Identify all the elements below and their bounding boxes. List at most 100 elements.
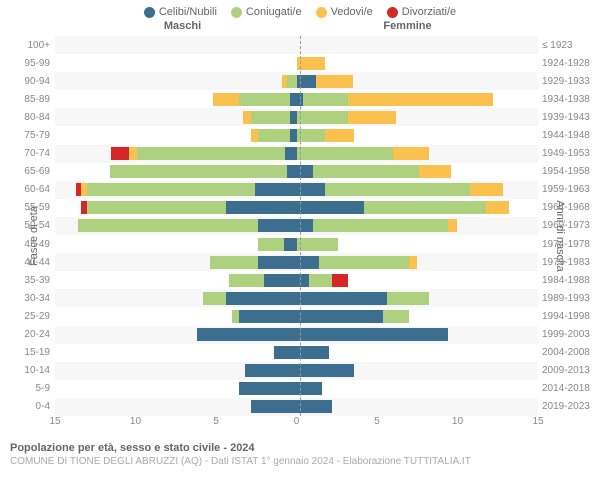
birth-label: 2004-2008: [542, 347, 600, 358]
age-row: 15-192004-2008: [55, 344, 538, 362]
age-row: 65-691954-1958: [55, 163, 538, 181]
female-header: Femmine: [295, 20, 520, 32]
male-bar: [55, 93, 297, 106]
segment: [258, 219, 297, 232]
segment: [297, 219, 313, 232]
age-label: 35-39: [0, 275, 50, 286]
legend-swatch: [316, 7, 327, 18]
segment: [297, 238, 339, 251]
age-label: 10-14: [0, 365, 50, 376]
age-row: 100+≤ 1923: [55, 36, 538, 54]
pyramid-chart: Fasce di età Anni di nascita 100+≤ 19239…: [0, 36, 600, 436]
segment: [383, 310, 409, 323]
age-label: 45-49: [0, 239, 50, 250]
segment: [110, 165, 287, 178]
x-tick: 10: [130, 416, 141, 427]
age-row: 50-541969-1973: [55, 217, 538, 235]
segment: [387, 292, 429, 305]
segment: [313, 219, 448, 232]
female-bar: [297, 346, 539, 359]
birth-label: ≤ 1923: [542, 40, 600, 51]
male-header: Maschi: [70, 20, 295, 32]
segment: [448, 219, 458, 232]
female-bar: [297, 310, 539, 323]
segment: [297, 364, 355, 377]
birth-label: 1959-1963: [542, 184, 600, 195]
female-bar: [297, 256, 539, 269]
segment: [325, 129, 354, 142]
legend-swatch: [231, 7, 242, 18]
segment: [297, 201, 365, 214]
birth-label: 1944-1948: [542, 130, 600, 141]
legend-label: Vedovi/e: [331, 6, 373, 18]
male-bar: [55, 256, 297, 269]
legend-label: Divorziati/e: [402, 6, 456, 18]
age-row: 90-941929-1933: [55, 72, 538, 90]
legend-item: Coniugati/e: [231, 6, 302, 18]
age-label: 20-24: [0, 329, 50, 340]
age-row: 85-891934-1938: [55, 90, 538, 108]
female-bar: [297, 129, 539, 142]
age-label: 15-19: [0, 347, 50, 358]
segment: [239, 310, 297, 323]
female-bar: [297, 39, 539, 52]
age-row: 70-741949-1953: [55, 145, 538, 163]
male-bar: [55, 111, 297, 124]
age-row: 40-441979-1983: [55, 253, 538, 271]
age-label: 55-59: [0, 202, 50, 213]
segment: [213, 93, 239, 106]
x-tick: 15: [49, 416, 60, 427]
female-bar: [297, 328, 539, 341]
age-row: 30-341989-1993: [55, 289, 538, 307]
age-row: 35-391984-1988: [55, 271, 538, 289]
female-bar: [297, 93, 539, 106]
segment: [210, 256, 258, 269]
birth-label: 1939-1943: [542, 112, 600, 123]
segment: [229, 274, 264, 287]
male-bar: [55, 183, 297, 196]
birth-label: 1974-1978: [542, 239, 600, 250]
segment: [409, 256, 417, 269]
segment: [297, 328, 448, 341]
center-line: [300, 36, 301, 416]
female-bar: [297, 183, 539, 196]
age-row: 10-142009-2013: [55, 362, 538, 380]
birth-label: 1979-1983: [542, 257, 600, 268]
male-bar: [55, 382, 297, 395]
birth-label: 1994-1998: [542, 311, 600, 322]
birth-label: 1924-1928: [542, 58, 600, 69]
female-bar: [297, 219, 539, 232]
segment: [297, 147, 394, 160]
segment: [364, 201, 486, 214]
male-bar: [55, 364, 297, 377]
gender-headers: Maschi Femmine: [0, 20, 600, 36]
male-bar: [55, 292, 297, 305]
age-row: 25-291994-1998: [55, 307, 538, 325]
x-tick: 5: [374, 416, 380, 427]
female-bar: [297, 75, 539, 88]
age-row: 75-791944-1948: [55, 126, 538, 144]
birth-label: 1964-1968: [542, 202, 600, 213]
female-bar: [297, 292, 539, 305]
x-tick: 5: [213, 416, 219, 427]
male-bar: [55, 400, 297, 413]
segment: [348, 111, 396, 124]
footer: Popolazione per età, sesso e stato civil…: [0, 436, 600, 467]
age-label: 80-84: [0, 112, 50, 123]
birth-label: 2009-2013: [542, 365, 600, 376]
male-bar: [55, 75, 297, 88]
legend-item: Celibi/Nubili: [144, 6, 217, 18]
segment: [239, 382, 297, 395]
segment: [203, 292, 226, 305]
age-row: 45-491974-1978: [55, 235, 538, 253]
male-bar: [55, 219, 297, 232]
male-bar: [55, 328, 297, 341]
age-label: 70-74: [0, 148, 50, 159]
female-bar: [297, 364, 539, 377]
age-label: 90-94: [0, 76, 50, 87]
male-bar: [55, 310, 297, 323]
female-bar: [297, 238, 539, 251]
segment: [297, 292, 387, 305]
segment: [319, 256, 409, 269]
birth-label: 2014-2018: [542, 383, 600, 394]
